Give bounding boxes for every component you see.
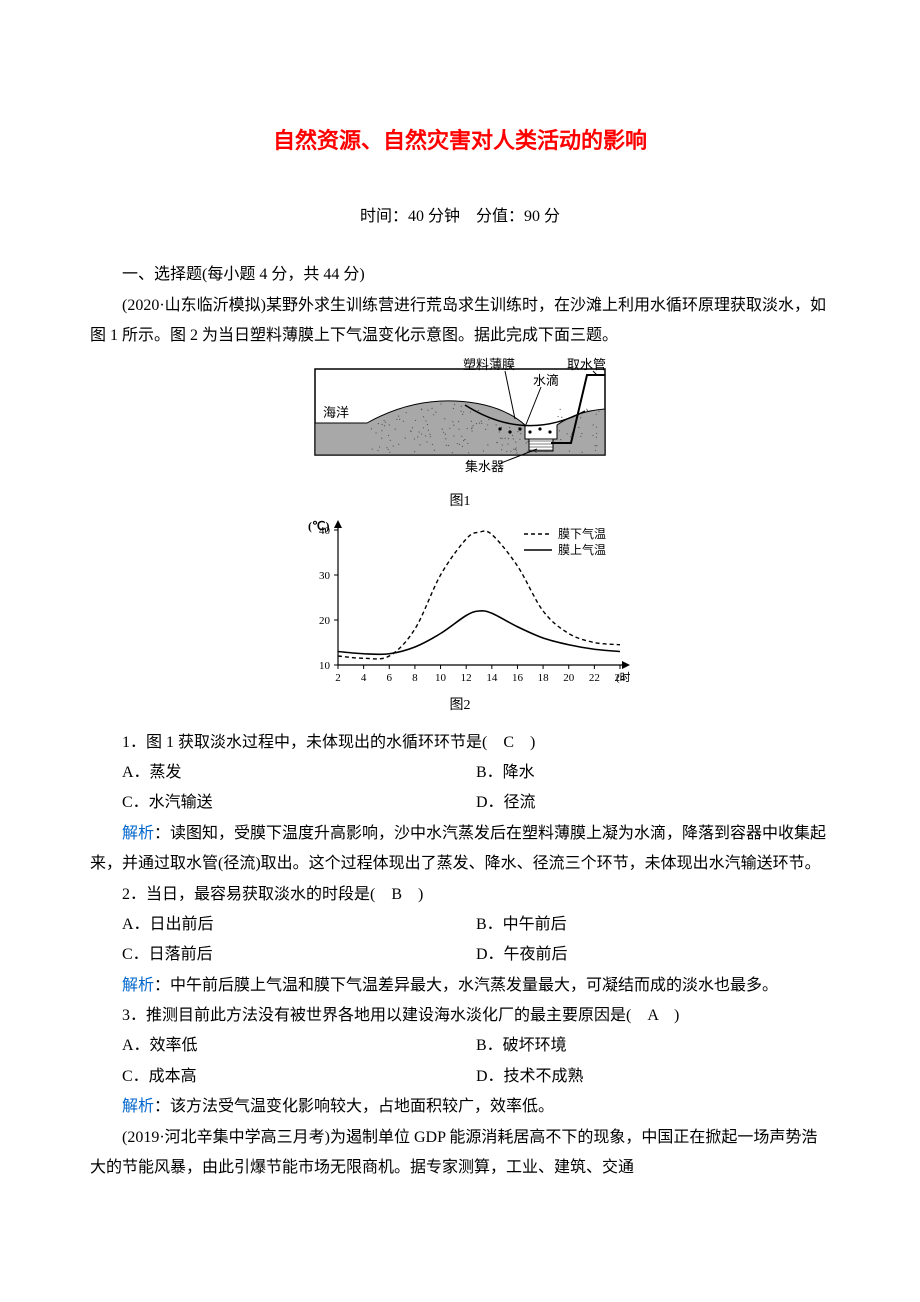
q2-expl-text: ：中午前后膜上气温和膜下气温差异最大，水汽蒸发量最大，可凝结而成的淡水也最多。: [154, 977, 778, 994]
svg-text:膜上气温: 膜上气温: [558, 542, 606, 557]
q2-opt-b: B．中午前后: [476, 910, 830, 940]
q2-opt-d: D．午夜前后: [476, 940, 830, 970]
q1-opt-d: D．径流: [476, 788, 830, 818]
q2-stem: 2．当日，最容易获取淡水的时段是( B ): [90, 880, 830, 910]
svg-text:海洋: 海洋: [323, 405, 349, 420]
q2-opt-c: C．日落前后: [90, 940, 476, 970]
svg-text:14: 14: [486, 672, 498, 684]
q1-opt-b: B．降水: [476, 758, 830, 788]
svg-text:8: 8: [412, 672, 418, 684]
svg-text:膜下气温: 膜下气温: [558, 526, 606, 541]
q3-opt-a: A．效率低: [90, 1031, 476, 1061]
q1-opt-c: C．水汽输送: [90, 788, 476, 818]
svg-text:(时): (时): [616, 671, 630, 684]
q2-explanation: 解析：中午前后膜上气温和膜下气温差异最大，水汽蒸发量最大，可凝结而成的淡水也最多…: [90, 971, 830, 1001]
svg-text:20: 20: [563, 672, 575, 684]
svg-text:塑料薄膜: 塑料薄膜: [463, 357, 515, 372]
exam-meta: 时间：40 分钟 分值：90 分: [90, 202, 830, 232]
svg-text:18: 18: [538, 672, 550, 684]
section-heading: 一、选择题(每小题 4 分，共 44 分): [90, 260, 830, 290]
svg-text:30: 30: [319, 570, 331, 582]
q2-opt-a: A．日出前后: [90, 910, 476, 940]
figures: 海洋塑料薄膜水滴取水管集水器 图1 10203040(℃)24681012141…: [90, 357, 830, 719]
q1-stem: 1．图 1 获取淡水过程中，未体现出的水循环环节是( C ): [90, 728, 830, 758]
q1-opt-a: A．蒸发: [90, 758, 476, 788]
q3-opt-c: C．成本高: [90, 1062, 476, 1092]
svg-text:取水管: 取水管: [567, 357, 606, 372]
figure-2: 10203040(℃)24681012141618202224(时)膜下气温膜上…: [290, 516, 630, 691]
figure-1: 海洋 塑料薄膜水滴取水管集水器: [295, 357, 625, 487]
page-title: 自然资源、自然灾害对人类活动的影响: [90, 120, 830, 162]
svg-text:水滴: 水滴: [533, 373, 559, 388]
q1-expl-label: 解析: [122, 825, 154, 842]
svg-text:(℃): (℃): [308, 519, 329, 533]
figure-1-label: 图1: [450, 489, 471, 516]
figure-2-label: 图2: [450, 693, 471, 720]
svg-text:集水器: 集水器: [465, 459, 504, 474]
svg-text:20: 20: [319, 615, 331, 627]
q3-stem: 3．推测目前此方法没有被世界各地用以建设海水淡化厂的最主要原因是( A ): [90, 1001, 830, 1031]
svg-text:16: 16: [512, 672, 524, 684]
svg-text:22: 22: [589, 672, 600, 684]
q2-expl-label: 解析: [122, 977, 154, 994]
svg-text:4: 4: [361, 672, 367, 684]
svg-text:6: 6: [387, 672, 393, 684]
q3-expl-text: ：该方法受气温变化影响较大，占地面积较广，效率低。: [154, 1098, 554, 1115]
q3-opt-b: B．破坏环境: [476, 1031, 830, 1061]
svg-text:12: 12: [461, 672, 472, 684]
q3-explanation: 解析：该方法受气温变化影响较大，占地面积较广，效率低。: [90, 1092, 830, 1122]
svg-text:10: 10: [319, 660, 331, 672]
intro-2: (2019·河北辛集中学高三月考)为遏制单位 GDP 能源消耗居高不下的现象，中…: [90, 1123, 830, 1184]
svg-text:10: 10: [435, 672, 447, 684]
q1-explanation: 解析：读图知，受膜下温度升高影响，沙中水汽蒸发后在塑料薄膜上凝为水滴，降落到容器…: [90, 819, 830, 880]
q3-expl-label: 解析: [122, 1098, 154, 1115]
intro-1: (2020·山东临沂模拟)某野外求生训练营进行荒岛求生训练时，在沙滩上利用水循环…: [90, 291, 830, 352]
q1-expl-text: ：读图知，受膜下温度升高影响，沙中水汽蒸发后在塑料薄膜上凝为水滴，降落到容器中收…: [90, 825, 826, 872]
svg-text:2: 2: [335, 672, 341, 684]
q3-opt-d: D．技术不成熟: [476, 1062, 830, 1092]
